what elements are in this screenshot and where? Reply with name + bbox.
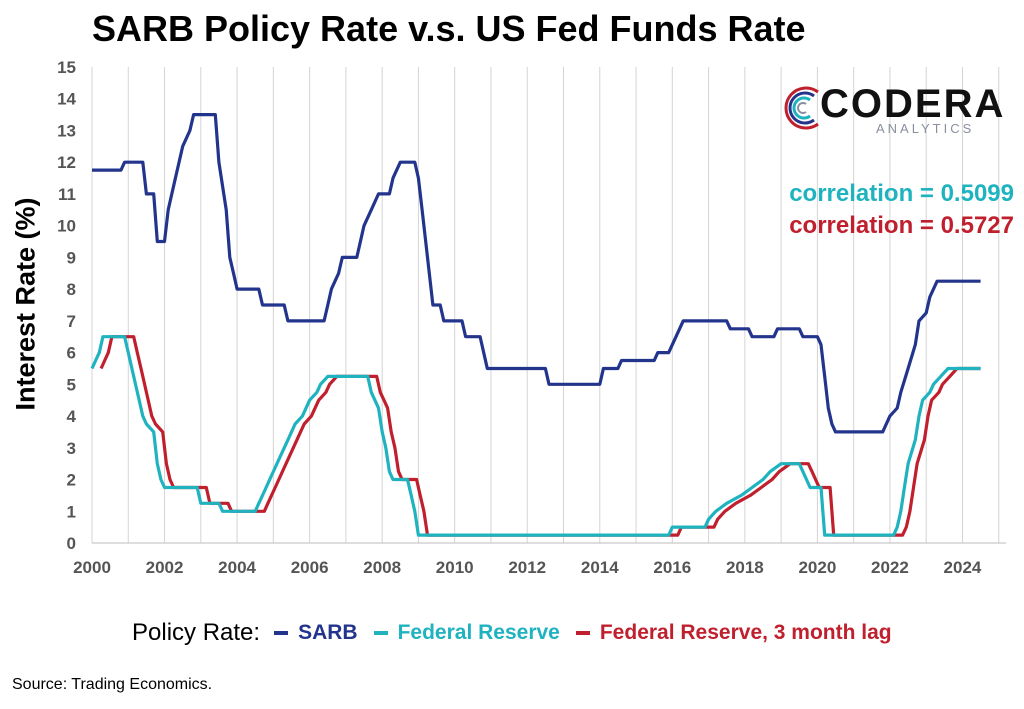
x-tick-label: 2008 [363, 558, 401, 577]
x-tick-label: 2020 [798, 558, 836, 577]
legend-item-sarb: SARB [274, 621, 358, 645]
x-tick-label: 2002 [146, 558, 184, 577]
x-tick-label: 2018 [726, 558, 764, 577]
legend-swatch-fed [373, 631, 388, 635]
x-tick-label: 2014 [581, 558, 619, 577]
y-tick-label: 3 [67, 439, 76, 458]
x-tick-label: 2016 [653, 558, 691, 577]
y-tick-label: 15 [57, 58, 76, 77]
y-tick-label: 10 [57, 217, 76, 236]
y-tick-label: 5 [67, 375, 76, 394]
y-tick-label: 4 [67, 407, 77, 426]
y-tick-label: 12 [57, 153, 76, 172]
y-tick-label: 8 [67, 280, 76, 299]
correlation-fed-lag: correlation = 0.5727 [789, 212, 1014, 239]
legend-label-fed-lag: Federal Reserve, 3 month lag [599, 621, 892, 644]
y-tick-label: 7 [67, 312, 76, 331]
legend-label-sarb: SARB [298, 621, 358, 644]
legend-item-fed-lag: Federal Reserve, 3 month lag [575, 621, 892, 645]
correlation-fed: correlation = 0.5099 [789, 180, 1014, 207]
x-tick-label: 2012 [508, 558, 546, 577]
x-tick-label: 2010 [436, 558, 474, 577]
x-tick-label: 2006 [291, 558, 329, 577]
x-tick-label: 2024 [944, 558, 982, 577]
legend-swatch-fed-lag [575, 631, 590, 635]
series-line-federal-reserve [90, 335, 981, 537]
legend-title: Policy Rate: [132, 619, 261, 646]
y-tick-label: 0 [67, 534, 76, 553]
y-tick-label: 14 [57, 90, 76, 109]
series-line-sarb [92, 113, 981, 434]
x-tick-label: 2004 [218, 558, 256, 577]
logo-subtitle: ANALYTICS [876, 121, 975, 136]
x-tick-label: 2000 [73, 558, 111, 577]
source-note: Source: Trading Economics. [12, 676, 213, 693]
legend-swatch-sarb [274, 631, 289, 635]
series-line-federal-reserve-3-month-lag [99, 335, 981, 537]
chart-title: SARB Policy Rate v.s. US Fed Funds Rate [92, 8, 806, 49]
y-tick-label: 1 [67, 502, 76, 521]
x-tick-label: 2022 [871, 558, 909, 577]
codera-logo: CODERA ANALYTICS [780, 78, 1003, 138]
codera-c-logo-icon [784, 86, 819, 130]
y-tick-label: 6 [67, 344, 76, 363]
y-tick-label: 2 [67, 471, 76, 490]
logo-wordmark: CODERA [820, 82, 1006, 126]
legend-item-fed: Federal Reserve [373, 621, 560, 645]
y-tick-label: 13 [57, 121, 76, 140]
legend-label-fed: Federal Reserve [397, 621, 560, 644]
y-tick-label: 11 [58, 185, 76, 204]
legend: Policy Rate: SARB Federal Reserve Federa… [132, 619, 908, 647]
y-tick-label: 9 [67, 248, 76, 267]
